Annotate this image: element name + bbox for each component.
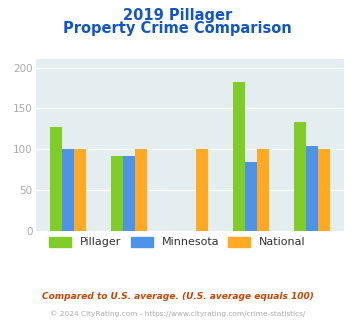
Text: 2019 Pillager: 2019 Pillager bbox=[123, 8, 232, 23]
Text: Compared to U.S. average. (U.S. average equals 100): Compared to U.S. average. (U.S. average … bbox=[42, 292, 313, 301]
Bar bbox=[196, 149, 208, 231]
Bar bbox=[123, 156, 135, 231]
Text: Property Crime Comparison: Property Crime Comparison bbox=[63, 21, 292, 36]
Legend: Pillager, Minnesota, National: Pillager, Minnesota, National bbox=[49, 237, 306, 247]
Bar bbox=[245, 162, 257, 231]
Bar bbox=[318, 149, 330, 231]
Bar bbox=[233, 82, 245, 231]
Bar bbox=[306, 146, 318, 231]
Bar bbox=[294, 122, 306, 231]
Bar bbox=[110, 156, 123, 231]
Bar bbox=[74, 149, 86, 231]
Bar bbox=[135, 149, 147, 231]
Bar bbox=[257, 149, 269, 231]
Text: © 2024 CityRating.com - https://www.cityrating.com/crime-statistics/: © 2024 CityRating.com - https://www.city… bbox=[50, 310, 305, 317]
Bar bbox=[62, 149, 74, 231]
Bar bbox=[50, 127, 62, 231]
